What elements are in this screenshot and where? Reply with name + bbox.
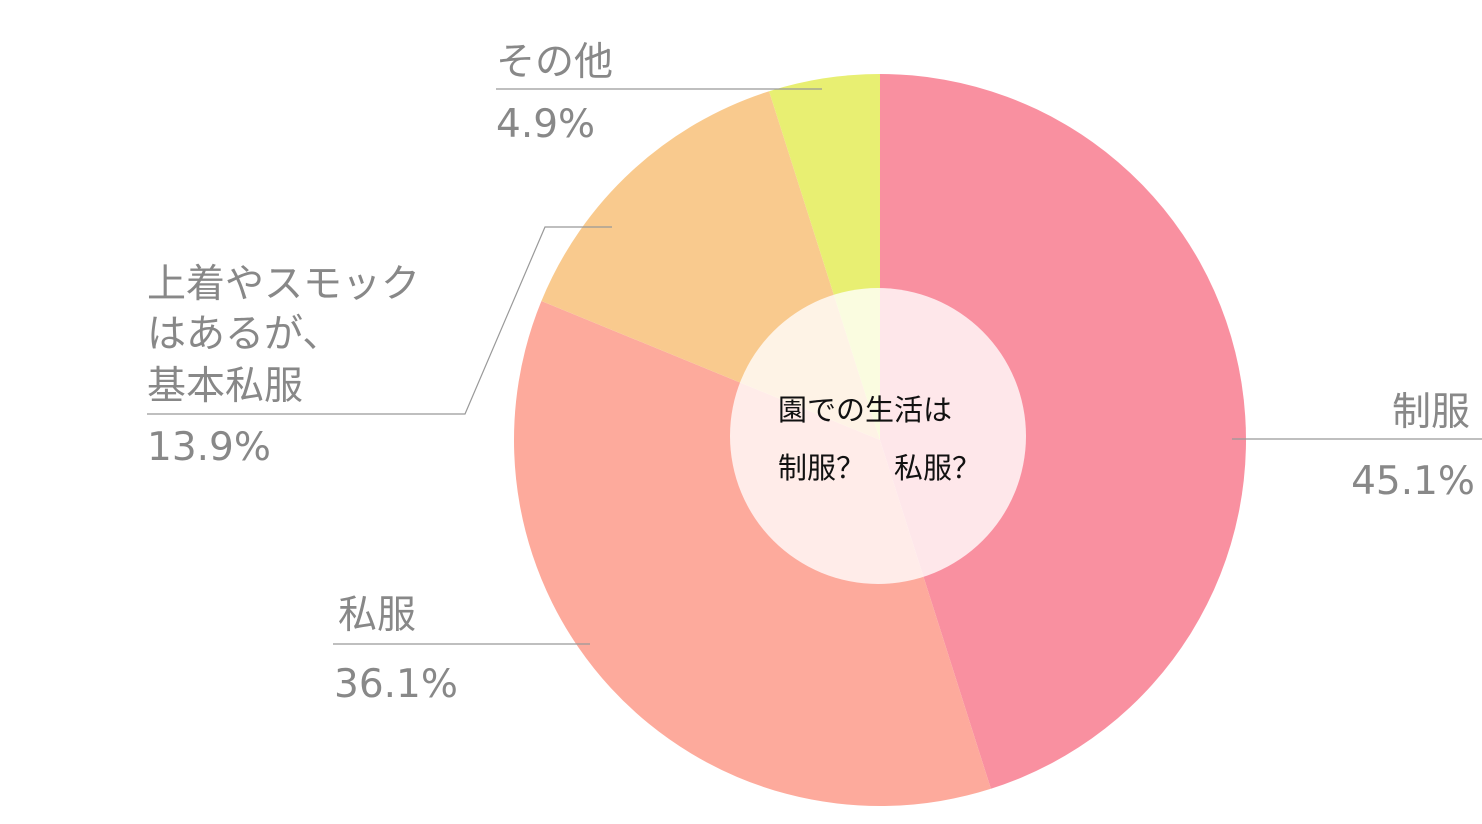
value-uwagi: 13.9%	[147, 425, 271, 470]
label-seifuku: 制服	[1392, 390, 1470, 435]
label-uwagi-line-3: 基本私服	[147, 364, 303, 409]
center-disc	[730, 288, 1026, 584]
label-shifuku: 私服	[338, 593, 416, 638]
slice-shifuku	[513, 301, 991, 806]
value-seifuku: 45.1%	[1351, 459, 1475, 504]
value-sonota: 4.9%	[496, 102, 595, 147]
center-title-line-2: 制服？ 私服？	[778, 451, 981, 485]
label-uwagi-line-1: 上着やスモック	[147, 262, 420, 307]
label-uwagi-line-2: はあるが、	[147, 312, 341, 357]
label-sonota: その他	[496, 40, 613, 85]
center-title-line-1: 園での生活は	[778, 393, 952, 427]
slice-seifuku	[880, 74, 1246, 789]
value-shifuku: 36.1%	[334, 662, 458, 707]
leader-line-uwagi	[147, 226, 612, 415]
